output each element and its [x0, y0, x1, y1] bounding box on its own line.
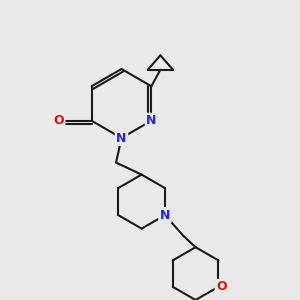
Text: N: N [116, 131, 127, 145]
Text: O: O [216, 280, 227, 293]
Text: N: N [160, 208, 170, 222]
Text: O: O [53, 114, 64, 127]
Text: N: N [146, 114, 157, 127]
